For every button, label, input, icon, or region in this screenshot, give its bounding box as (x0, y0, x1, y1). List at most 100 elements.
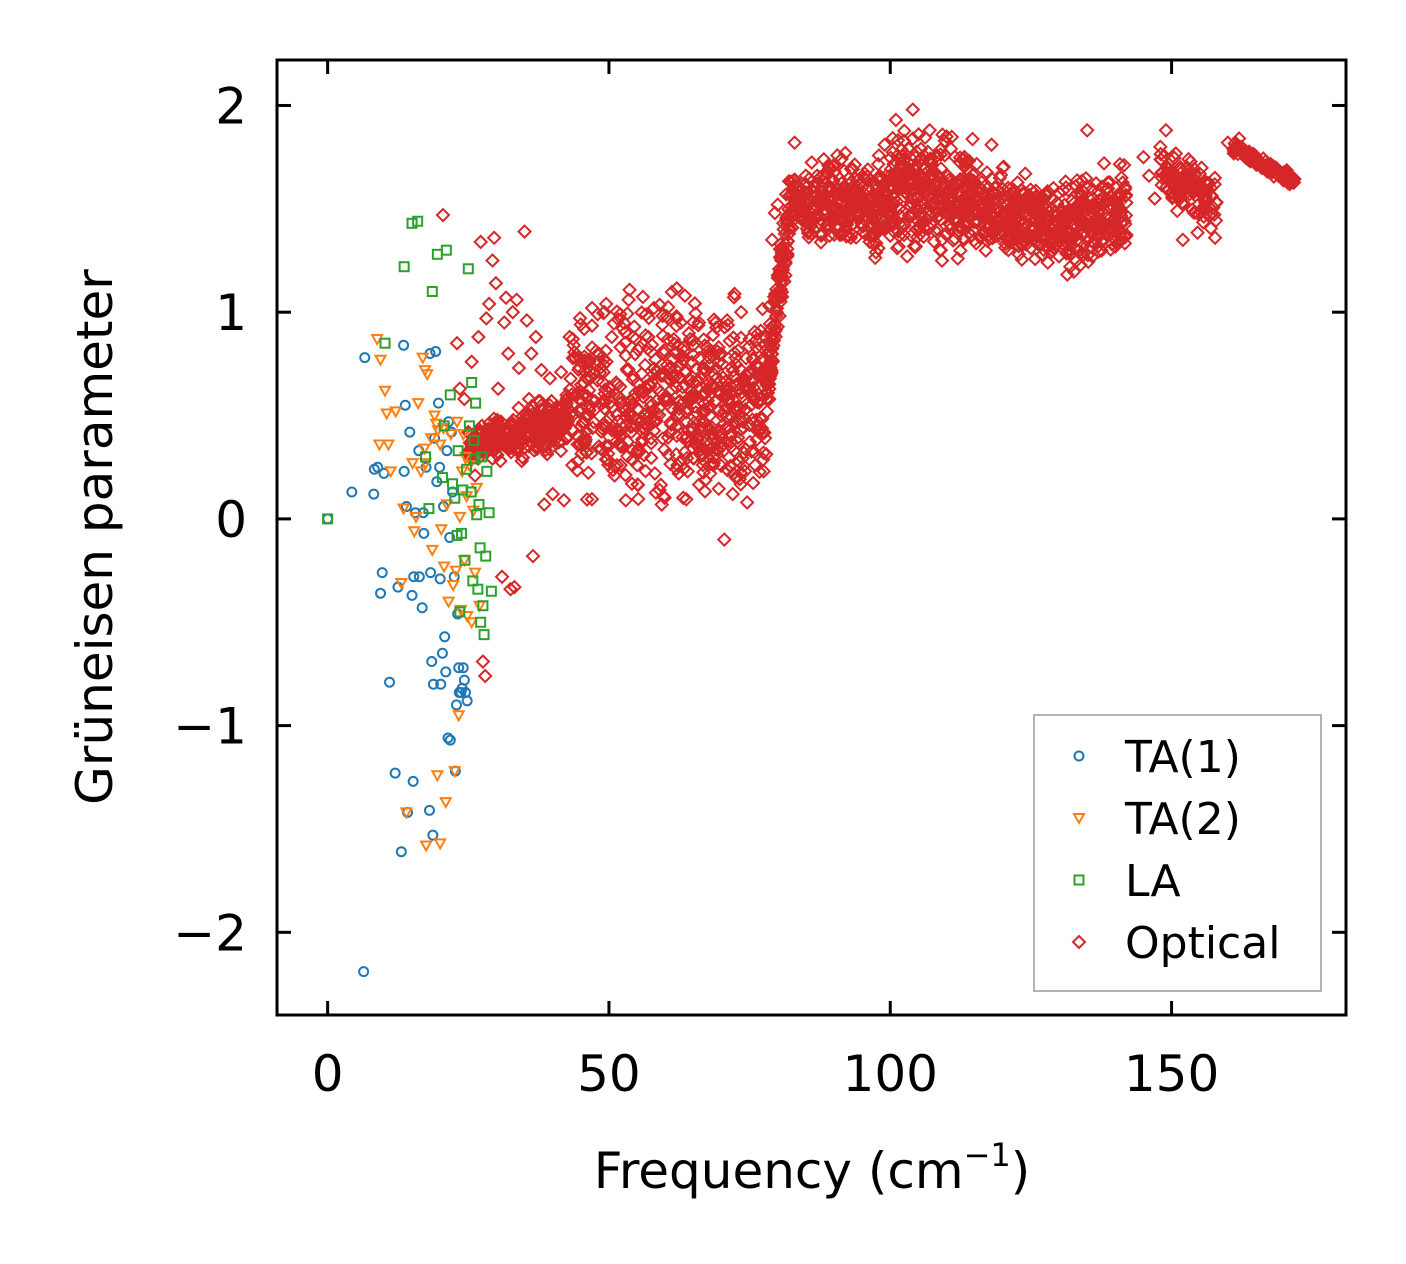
data-point (441, 445, 453, 457)
data-point (498, 290, 514, 306)
data-point (965, 131, 980, 147)
x-axis-title-text: Frequency (cm (594, 1142, 964, 1200)
plot-frame (275, 58, 1348, 1017)
data-point (864, 217, 880, 233)
data-point (500, 346, 516, 361)
data-point (539, 446, 555, 462)
data-point (436, 422, 451, 436)
data-point (662, 415, 678, 430)
data-point (1102, 199, 1118, 215)
data-point (514, 453, 530, 469)
data-point (437, 561, 451, 574)
data-point (449, 565, 463, 578)
data-point (727, 286, 742, 302)
data-point (1054, 232, 1070, 248)
data-point (508, 441, 524, 457)
data-point (1085, 191, 1101, 206)
data-point (858, 226, 874, 242)
data-point (398, 261, 410, 273)
data-point (902, 172, 918, 188)
data-point (475, 654, 491, 669)
data-point (423, 503, 435, 515)
data-point (1195, 214, 1211, 230)
data-point (890, 132, 906, 148)
data-point (447, 478, 459, 490)
data-point (523, 346, 539, 361)
data-point (399, 399, 411, 411)
data-point (1073, 257, 1088, 273)
data-point (716, 532, 732, 547)
data-point (715, 356, 731, 372)
data-point (1056, 210, 1072, 225)
data-point (573, 317, 589, 333)
data-point (1194, 160, 1210, 176)
data-point (697, 420, 713, 436)
data-point (562, 382, 578, 397)
data-point (834, 227, 850, 242)
data-point (430, 345, 442, 357)
data-point (496, 315, 512, 330)
data-point (384, 676, 396, 688)
data-point (785, 183, 801, 199)
data-point (614, 395, 629, 411)
data-point (745, 412, 760, 428)
data-point (1111, 206, 1127, 222)
data-point (383, 466, 398, 479)
data-point (1208, 194, 1224, 210)
data-point (945, 204, 961, 220)
data-point (1006, 207, 1022, 223)
data-point (933, 242, 949, 258)
data-point (542, 370, 558, 386)
data-point (685, 314, 701, 330)
data-point (615, 439, 631, 454)
data-point (456, 527, 468, 539)
data-point (952, 243, 968, 259)
data-point (683, 383, 698, 399)
data-point (756, 463, 772, 479)
data-point (471, 329, 486, 345)
data-point (406, 217, 418, 229)
data-point (696, 362, 712, 378)
data-point (798, 180, 814, 195)
data-point (452, 381, 468, 397)
data-point (773, 263, 788, 279)
data-point (425, 544, 439, 557)
data-point (458, 674, 470, 686)
data-point (738, 350, 754, 366)
data-point (466, 376, 478, 388)
data-point (595, 352, 611, 368)
data-point (408, 571, 420, 583)
data-point (1118, 207, 1134, 223)
data-point (1158, 122, 1174, 138)
data-point (436, 647, 448, 659)
data-point (601, 385, 617, 401)
legend-label: TA(2) (1124, 794, 1241, 845)
data-point (619, 448, 635, 464)
data-point (950, 251, 966, 266)
x-axis-title-suffix: ) (1011, 1142, 1031, 1200)
data-point (533, 397, 549, 413)
data-point (1141, 168, 1157, 184)
data-point (653, 477, 669, 493)
y-axis-title: Grüneisen parameter (66, 269, 124, 805)
data-point (472, 583, 484, 595)
data-point (695, 457, 711, 473)
data-point (981, 198, 997, 214)
data-point (663, 417, 679, 433)
data-point (1136, 149, 1151, 165)
data-point (741, 339, 757, 354)
data-point (715, 369, 731, 385)
data-point (978, 186, 994, 202)
data-point (464, 617, 479, 630)
data-point (935, 196, 951, 212)
data-point (885, 144, 901, 160)
data-point (475, 616, 487, 628)
data-point (865, 236, 881, 252)
data-point (1008, 223, 1024, 239)
data-point (860, 204, 876, 219)
data-point (722, 385, 738, 401)
data-point (1066, 208, 1082, 224)
data-point (863, 191, 879, 207)
data-point (592, 365, 608, 381)
data-point (699, 344, 715, 359)
